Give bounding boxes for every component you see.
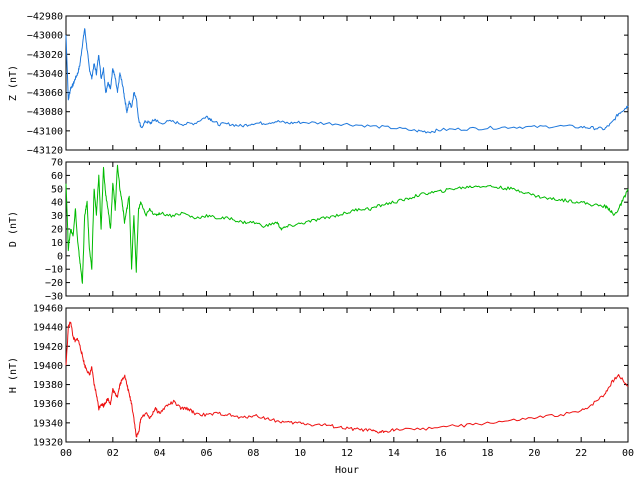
series-line (65, 28, 629, 134)
x-axis-label: Hour (335, 465, 359, 476)
panel-2: 19460 19440 19420 19400 19380 19360 19340 19320… (8, 304, 634, 477)
x-tick-label: 18 (481, 448, 493, 459)
panel-0: −42980 −43000 −43020 −43040 −43060 −43080 −431… (8, 12, 629, 157)
y-tick-label: −43000 (27, 31, 63, 42)
y-tick-label: −43060 (27, 88, 63, 99)
panel-1: 70 60 50 40 30 20 10 0 −10 −20 −30 D (nT) (8, 158, 629, 303)
x-tick-label: 20 (528, 448, 540, 459)
y-tick-label: 40 (51, 198, 63, 209)
y-tick-label: 10 (51, 238, 63, 249)
x-tick-label: 12 (341, 448, 353, 459)
y-tick-label: 19460 (33, 304, 63, 315)
y-axis-label: Z (nT) (8, 65, 19, 101)
y-tick-label: −20 (45, 278, 63, 289)
y-tick-label: 19400 (33, 361, 63, 372)
y-tick-label: −10 (45, 265, 63, 276)
y-tick-label: 19380 (33, 380, 63, 391)
y-tick-label: 19360 (33, 399, 63, 410)
plot-frame (65, 307, 629, 443)
y-tick-label: 60 (51, 171, 63, 182)
series-line (65, 164, 629, 284)
plot-frame (65, 161, 629, 297)
y-tick-label: 30 (51, 211, 63, 222)
y-tick-label: 19320 (33, 438, 63, 449)
y-tick-label: −42980 (27, 12, 63, 23)
y-tick-label: 20 (51, 225, 63, 236)
x-tick-label: 02 (107, 448, 119, 459)
y-tick-label: −43020 (27, 50, 63, 61)
x-tick-label: 06 (200, 448, 212, 459)
x-tick-label: 08 (247, 448, 259, 459)
y-axis-label: H (nT) (8, 357, 19, 393)
series-line (65, 321, 629, 438)
y-tick-label: −43040 (27, 69, 63, 80)
y-tick-label: 19340 (33, 418, 63, 429)
x-tick-label: 16 (435, 448, 447, 459)
x-tick-label: 00 (60, 448, 72, 459)
y-tick-label: −43120 (27, 146, 63, 157)
y-tick-label: 50 (51, 184, 63, 195)
plot-frame (65, 15, 629, 151)
x-tick-label: 14 (388, 448, 400, 459)
y-tick-label: 70 (51, 158, 63, 169)
x-tick-label: 00 (622, 448, 634, 459)
x-tick-label: 10 (294, 448, 306, 459)
y-tick-label: 19420 (33, 342, 63, 353)
y-tick-label: −43080 (27, 107, 63, 118)
y-tick-label: 0 (57, 251, 63, 262)
x-tick-label: 22 (575, 448, 587, 459)
y-tick-label: −43100 (27, 126, 63, 137)
y-axis-label: D (nT) (8, 211, 19, 247)
y-tick-label: −30 (45, 292, 63, 303)
x-tick-label: 04 (154, 448, 166, 459)
y-tick-label: 19440 (33, 323, 63, 334)
